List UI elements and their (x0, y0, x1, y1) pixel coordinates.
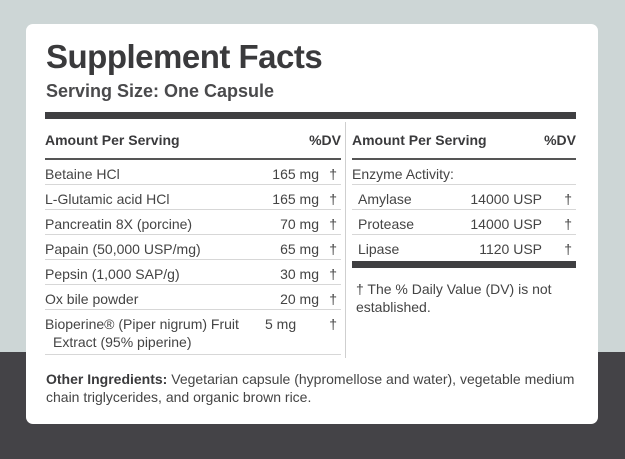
ingredient-amount: 70 mg (280, 216, 319, 232)
table-row: Pepsin (1,000 SAP/g) 30 mg † (45, 260, 341, 285)
left-header-dv: %DV (309, 132, 341, 148)
ingredient-amount: 165 mg (272, 166, 319, 182)
ingredient-name: Pepsin (1,000 SAP/g) (45, 266, 180, 282)
ingredient-dv: † (329, 191, 337, 207)
table-row: Protease 14000 USP † (352, 210, 576, 235)
enzyme-amount: 14000 USP (470, 216, 542, 232)
ingredient-name: Ox bile powder (45, 291, 139, 307)
ingredient-dv: † (329, 266, 337, 282)
left-header-amount: Amount Per Serving (45, 132, 180, 148)
serving-size: Serving Size: One Capsule (46, 81, 275, 101)
ingredient-amount: 20 mg (280, 291, 319, 307)
table-row: Betaine HCl 165 mg † (45, 160, 341, 185)
column-divider (345, 122, 346, 358)
enzyme-amount: 1120 USP (479, 241, 542, 257)
enzyme-name: Lipase (358, 241, 400, 257)
ingredient-name: Papain (50,000 USP/mg) (45, 241, 201, 257)
ingredient-name: L-Glutamic acid HCl (45, 191, 170, 207)
supplement-facts-panel: Supplement Facts Serving Size: One Capsu… (26, 24, 598, 424)
enzyme-dv: † (564, 216, 572, 232)
ingredient-dv: † (329, 241, 337, 257)
right-facts-table: Amount Per Serving %DV Enzyme Activity: … (352, 122, 576, 316)
ingredient-dv: † (329, 316, 337, 332)
ingredient-amount: 30 mg (280, 266, 319, 282)
ingredient-dv: † (329, 166, 337, 182)
table-row: Papain (50,000 USP/mg) 65 mg † (45, 235, 341, 260)
left-table-header: Amount Per Serving %DV (45, 122, 341, 158)
enzyme-name: Amylase (358, 191, 412, 207)
top-thick-rule (45, 112, 576, 119)
table-row: Amylase 14000 USP † (352, 185, 576, 210)
right-header-amount: Amount Per Serving (352, 132, 487, 148)
other-ingredients: Other Ingredients: Vegetarian capsule (h… (46, 370, 576, 406)
right-table-header: Amount Per Serving %DV (352, 122, 576, 158)
left-facts-table: Amount Per Serving %DV Betaine HCl 165 m… (45, 122, 341, 355)
other-ingredients-text: Vegetarian capsule (hypromellose and wat… (46, 371, 575, 405)
ingredient-dv: † (329, 216, 337, 232)
other-ingredients-label: Other Ingredients: (46, 371, 168, 387)
ingredient-amount: 165 mg (272, 191, 319, 207)
ingredient-dv: † (329, 291, 337, 307)
table-row: Bioperine® (Piper nigrum) Fruit Extract … (45, 310, 341, 355)
table-row: Pancreatin 8X (porcine) 70 mg † (45, 210, 341, 235)
table-row: Lipase 1120 USP † (352, 235, 576, 259)
ingredient-name: Betaine HCl (45, 166, 120, 182)
enzyme-dv: † (564, 241, 572, 257)
left-header-rule (45, 158, 341, 160)
enzyme-dv: † (564, 191, 572, 207)
ingredient-amount: 5 mg (265, 316, 297, 332)
ingredient-name: Bioperine® (Piper nigrum) Fruit Extract … (45, 315, 239, 351)
enzyme-name: Protease (358, 216, 415, 232)
right-header-rule (352, 158, 576, 160)
ingredient-name: Pancreatin 8X (porcine) (45, 216, 193, 232)
dv-footnote: † The % Daily Value (DV) is not establis… (356, 281, 552, 315)
ingredient-name-line1: Bioperine® (Piper nigrum) Fruit (45, 316, 239, 332)
table-row: L-Glutamic acid HCl 165 mg † (45, 185, 341, 210)
ingredient-name-line2: Extract (95% piperine) (53, 334, 192, 350)
ingredient-amount: 65 mg (280, 241, 319, 257)
enzyme-activity-label: Enzyme Activity: (352, 166, 454, 182)
enzyme-thick-rule (352, 261, 576, 268)
panel-title: Supplement Facts (46, 38, 323, 75)
table-row: Ox bile powder 20 mg † (45, 285, 341, 310)
right-header-dv: %DV (544, 132, 576, 148)
enzyme-activity-heading: Enzyme Activity: (352, 160, 576, 185)
enzyme-amount: 14000 USP (470, 191, 542, 207)
